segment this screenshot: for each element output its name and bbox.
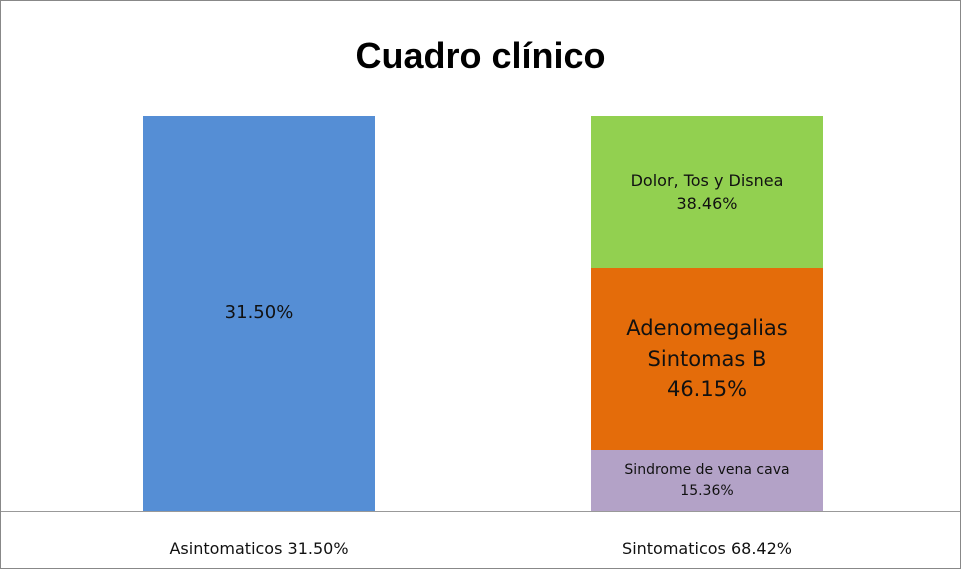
bar-segment: Adenomegalias Sintomas B 46.15% — [591, 267, 823, 451]
chart-title: Cuadro clínico — [355, 35, 606, 76]
segment-value: 46.15% — [666, 377, 748, 402]
segment-name: Dolor, Tos y Disnea — [630, 170, 784, 190]
x-axis — [1, 511, 960, 512]
bar-segment: Sindrome de vena cava 15.36% — [591, 450, 823, 511]
bar-segment: Dolor, Tos y Disnea 38.46% — [591, 116, 823, 268]
data-label: Adenomegalias Sintomas B 46.15% — [591, 313, 823, 404]
segment-value: 15.36% — [680, 482, 734, 499]
segment-name: Sindrome de vena cava — [624, 462, 790, 479]
segment-name: Adenomegalias Sintomas B — [626, 316, 788, 371]
x-tick-label: Sintomaticos 68.42% — [622, 539, 792, 558]
data-label: Dolor, Tos y Disnea 38.46% — [611, 169, 804, 215]
segment-value: 38.46% — [676, 193, 738, 213]
data-label: 31.50% — [225, 300, 294, 326]
data-label: Sindrome de vena cava 15.36% — [604, 460, 809, 501]
bar-segment: 31.50% — [143, 116, 375, 511]
x-tick-label: Asintomaticos 31.50% — [169, 539, 349, 558]
segment-value: 31.50% — [224, 302, 294, 324]
